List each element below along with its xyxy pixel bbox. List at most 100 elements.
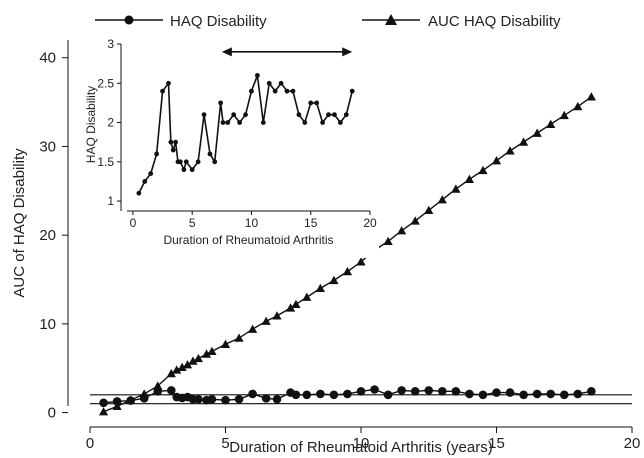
inset-y-tick-label: 3 bbox=[107, 37, 114, 51]
x-tick-label: 5 bbox=[221, 435, 229, 452]
inset-data-point bbox=[349, 88, 355, 94]
inset-data-point bbox=[296, 112, 302, 118]
data-point-auc-haq-disability bbox=[188, 356, 198, 365]
inset-data-point bbox=[189, 167, 195, 173]
data-point-haq-disability bbox=[383, 390, 393, 400]
y-tick-label: 20 bbox=[39, 227, 56, 244]
inset-data-point bbox=[343, 112, 349, 118]
legend-label-haq-disability: HAQ Disability bbox=[170, 13, 267, 30]
data-point-auc-haq-disability bbox=[182, 360, 193, 369]
inset-data-point bbox=[166, 80, 171, 86]
inset-data-point bbox=[195, 159, 201, 165]
inset-data-point bbox=[320, 120, 325, 125]
inset-data-point bbox=[181, 167, 187, 173]
data-point-auc-haq-disability bbox=[126, 395, 136, 404]
data-point-haq-disability bbox=[302, 390, 312, 400]
data-point-haq-disability bbox=[221, 395, 230, 405]
inset-data-point bbox=[308, 100, 314, 106]
inset-x-axis-label: Duration of Rheumatoid Arthritis bbox=[163, 233, 333, 247]
inset-data-point bbox=[249, 88, 254, 94]
legend: HAQ Disability AUC HAQ Disability bbox=[95, 13, 561, 30]
inset-data-point bbox=[170, 147, 176, 153]
data-point-haq-disability bbox=[329, 390, 339, 400]
data-point-auc-haq-disability bbox=[478, 165, 488, 175]
annotation-arrowhead-right bbox=[342, 47, 353, 57]
inset-y-axis-label: HAQ Disability bbox=[84, 86, 98, 163]
data-point-haq-disability bbox=[410, 386, 420, 396]
inset-data-point bbox=[207, 151, 213, 157]
data-point-auc-haq-disability bbox=[166, 368, 176, 378]
inset-data-point bbox=[326, 112, 331, 118]
data-point-auc-haq-disability bbox=[505, 146, 515, 155]
data-point-auc-haq-disability bbox=[285, 303, 296, 312]
inset-x-tick-label: 10 bbox=[245, 216, 259, 230]
data-point-auc-haq-disability bbox=[573, 101, 583, 111]
data-point-auc-haq-disability bbox=[410, 216, 420, 225]
inset-data-point bbox=[160, 88, 165, 94]
data-point-haq-disability bbox=[559, 390, 569, 400]
data-point-auc-haq-disability bbox=[329, 275, 339, 285]
data-point-haq-disability bbox=[451, 386, 461, 396]
data-point-auc-haq-disability bbox=[491, 156, 502, 165]
data-point-haq-disability bbox=[343, 389, 352, 399]
data-point-auc-haq-disability bbox=[559, 110, 569, 120]
data-point-auc-haq-disability bbox=[112, 401, 122, 411]
data-point-haq-disability bbox=[356, 386, 366, 396]
inset-data-point bbox=[302, 120, 308, 125]
inset-data-point bbox=[290, 88, 296, 94]
data-point-haq-disability bbox=[99, 398, 108, 408]
data-point-haq-disability bbox=[519, 390, 528, 400]
data-point-auc-haq-disability bbox=[272, 311, 282, 320]
data-point-haq-disability bbox=[291, 390, 301, 400]
data-point-auc-haq-disability bbox=[153, 381, 163, 390]
inset-data-point bbox=[260, 120, 266, 125]
legend-item-haq-disability: HAQ Disability bbox=[95, 13, 267, 30]
data-point-haq-disability bbox=[573, 389, 583, 399]
data-point-auc-haq-disability bbox=[424, 205, 434, 214]
data-point-haq-disability bbox=[505, 388, 515, 397]
data-point-auc-haq-disability bbox=[302, 292, 312, 301]
inset-data-point bbox=[183, 159, 189, 165]
data-point-auc-haq-disability bbox=[586, 92, 596, 101]
legend-item-auc-haq-disability: AUC HAQ Disability bbox=[362, 13, 561, 30]
inset-data-point bbox=[284, 88, 290, 94]
data-point-haq-disability bbox=[532, 389, 542, 399]
y-tick-label: 0 bbox=[48, 405, 56, 422]
data-point-haq-disability bbox=[261, 394, 271, 403]
inset-data-point bbox=[266, 80, 272, 86]
data-point-haq-disability bbox=[587, 386, 596, 396]
annotation-arrowhead-left bbox=[221, 47, 232, 57]
data-point-haq-disability bbox=[478, 390, 488, 400]
inset-data-point bbox=[254, 73, 260, 78]
data-point-auc-haq-disability bbox=[519, 137, 529, 146]
inset-data-point bbox=[231, 112, 237, 118]
data-point-auc-haq-disability bbox=[383, 236, 393, 246]
inset-data-point bbox=[148, 171, 154, 176]
data-point-haq-disability bbox=[397, 386, 406, 395]
inset-data-point bbox=[218, 100, 224, 106]
data-point-auc-haq-disability bbox=[342, 266, 353, 276]
data-point-haq-disability bbox=[370, 385, 379, 394]
data-point-auc-haq-disability bbox=[291, 299, 301, 309]
data-point-auc-haq-disability bbox=[356, 257, 366, 266]
data-point-auc-haq-disability bbox=[172, 365, 182, 374]
inset-chart: 1 1.5 2 2.5 3 0 5 10 15 20 Duration of Rheumatoid … bbox=[83, 34, 379, 258]
data-point-haq-disability bbox=[272, 394, 282, 404]
data-point-haq-disability bbox=[492, 388, 501, 397]
data-point-haq-disability bbox=[316, 389, 325, 399]
data-point-auc-haq-disability bbox=[248, 324, 258, 333]
inset-x-tick-label: 0 bbox=[130, 216, 137, 230]
inset-data-point bbox=[154, 151, 160, 157]
data-point-auc-haq-disability bbox=[464, 174, 474, 183]
inset-y-tick-label: 1.5 bbox=[97, 155, 114, 169]
data-point-auc-haq-disability bbox=[451, 184, 461, 193]
inset-data-point bbox=[136, 190, 142, 196]
inset-data-point bbox=[314, 100, 320, 106]
data-point-auc-haq-disability bbox=[261, 316, 271, 325]
data-point-haq-disability bbox=[465, 389, 474, 399]
data-point-auc-haq-disability bbox=[177, 362, 187, 372]
y-tick-label: 10 bbox=[39, 316, 56, 333]
x-tick-label: 10 bbox=[353, 435, 370, 452]
inset-data-point bbox=[337, 120, 343, 125]
